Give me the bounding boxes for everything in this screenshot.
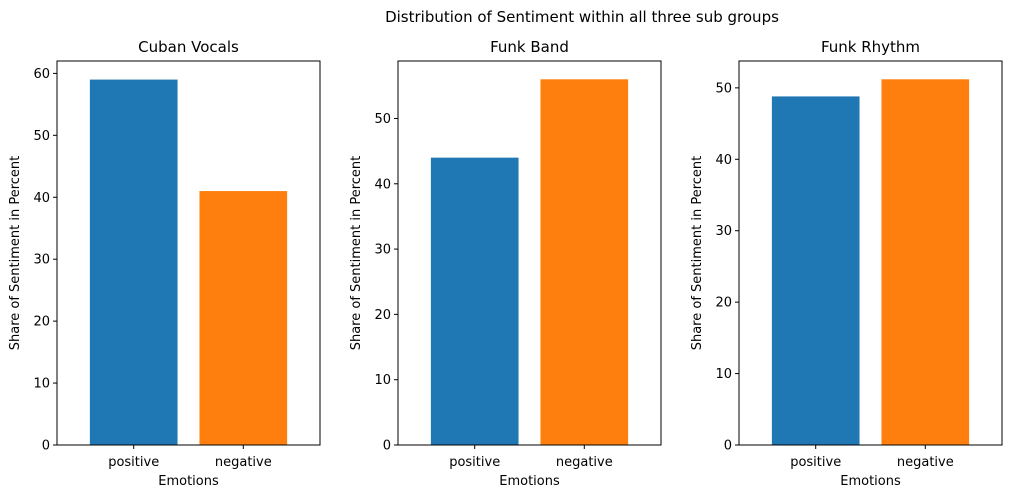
y-tick-label: 10 bbox=[715, 367, 732, 382]
x-tick-label: negative bbox=[215, 455, 272, 470]
y-tick-label: 30 bbox=[374, 243, 391, 258]
axes-frame bbox=[738, 60, 1003, 446]
y-tick-label: 40 bbox=[374, 177, 391, 192]
panel-title: Funk Rhythm bbox=[821, 38, 920, 56]
panel-3: Funk Rhythm positive negative 0 10 20 30 40 50 Em… bbox=[690, 38, 1003, 489]
x-tick-label: negative bbox=[897, 455, 954, 470]
bar-positive bbox=[771, 96, 860, 445]
y-tick-label: 10 bbox=[374, 373, 391, 388]
axes-frame bbox=[56, 60, 321, 446]
x-tick-label: positive bbox=[790, 455, 841, 470]
y-tick-label: 20 bbox=[374, 308, 391, 323]
x-tick-label: negative bbox=[556, 455, 613, 470]
bar-positive bbox=[430, 157, 519, 445]
y-tick-label: 50 bbox=[33, 129, 50, 144]
x-tick-label: positive bbox=[108, 455, 159, 470]
y-tick-label: 30 bbox=[33, 253, 50, 268]
x-tick-label: positive bbox=[449, 455, 500, 470]
y-axis-label: Share of Sentiment in Percent bbox=[690, 156, 705, 351]
bar-positive bbox=[89, 79, 178, 446]
axes-frame bbox=[397, 60, 662, 446]
y-tick-label: 40 bbox=[33, 191, 50, 206]
y-tick-label: 50 bbox=[715, 81, 732, 96]
y-tick-label: 0 bbox=[383, 439, 391, 454]
bar-negative bbox=[199, 191, 288, 445]
y-tick-label: 30 bbox=[715, 224, 732, 239]
panel-2: Funk Band positive negative 0 10 20 30 40 50 Emot… bbox=[349, 38, 662, 489]
y-tick-label: 20 bbox=[715, 296, 732, 311]
bar-negative bbox=[540, 79, 629, 446]
y-tick-label: 0 bbox=[42, 439, 50, 454]
y-tick-label: 50 bbox=[374, 112, 391, 127]
panel-title: Funk Band bbox=[490, 38, 569, 56]
y-tick-label: 40 bbox=[715, 153, 732, 168]
figure-title: Distribution of Sentiment within all thr… bbox=[385, 8, 779, 26]
x-axis-label: Emotions bbox=[499, 474, 560, 489]
x-axis-label: Emotions bbox=[840, 474, 901, 489]
y-tick-label: 20 bbox=[33, 315, 50, 330]
x-axis-label: Emotions bbox=[158, 474, 219, 489]
y-axis-label: Share of Sentiment in Percent bbox=[349, 156, 364, 351]
y-tick-label: 60 bbox=[33, 67, 50, 82]
y-tick-label: 10 bbox=[33, 377, 50, 392]
panel-title: Cuban Vocals bbox=[138, 38, 239, 56]
panel-1: Cuban Vocals positive negative 0 10 20 30 40 50 6… bbox=[8, 38, 321, 489]
y-axis-label: Share of Sentiment in Percent bbox=[8, 156, 23, 351]
bar-negative bbox=[881, 79, 970, 446]
y-tick-label: 0 bbox=[724, 439, 732, 454]
